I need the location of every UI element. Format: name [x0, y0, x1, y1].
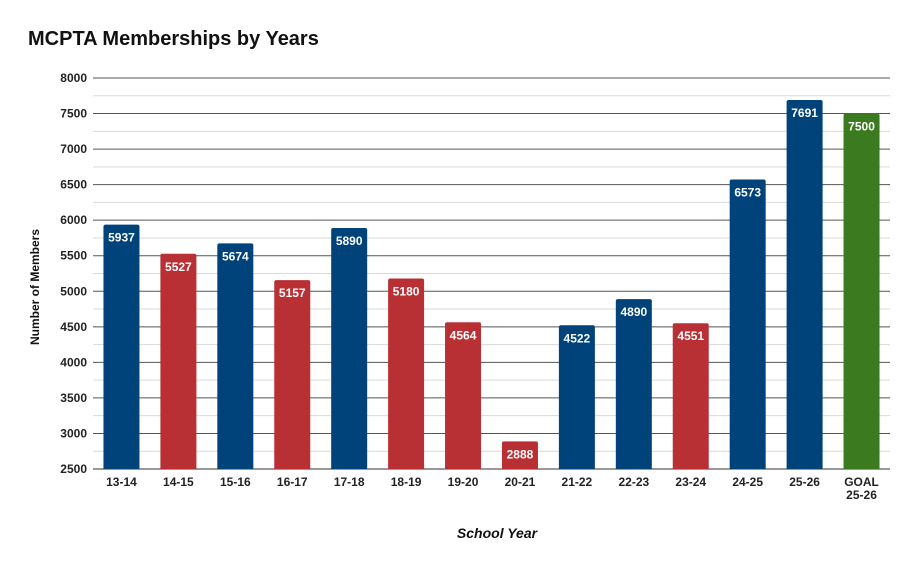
x-tick-label: 14-15 — [163, 475, 194, 489]
y-axis-ticks: 2500 3000 3500 4000 4500 5000 5500 6000 6500 7000… — [60, 71, 87, 476]
y-tick-label: 6000 — [60, 213, 87, 227]
bar — [558, 325, 595, 469]
bar — [103, 224, 140, 469]
bar — [843, 113, 880, 469]
y-tick-label: 7000 — [60, 142, 87, 156]
bar — [729, 179, 766, 470]
bar-value-label: 5674 — [222, 249, 249, 263]
x-tick-label: 23-24 — [675, 475, 706, 489]
bar — [274, 280, 311, 469]
bar-value-label: 4522 — [564, 331, 591, 345]
chart-title: MCPTA Memberships by Years — [28, 28, 319, 50]
x-tick-label: 20-21 — [505, 475, 536, 489]
bar — [331, 228, 368, 469]
bar — [672, 323, 709, 469]
bar-value-label: 4551 — [677, 329, 704, 343]
bar-value-label: 5890 — [336, 234, 363, 248]
bar — [160, 253, 197, 469]
y-tick-label: 4500 — [60, 320, 87, 334]
x-tick-label: 25-26 — [789, 475, 820, 489]
x-tick-label: 19-20 — [448, 475, 479, 489]
bar-value-label: 4564 — [450, 328, 477, 342]
x-axis-ticks: 13-14 14-15 15-16 16-17 17-18 18-19 19-20 20-21… — [106, 475, 879, 502]
bar — [786, 99, 823, 469]
y-tick-label: 7500 — [60, 107, 87, 121]
bar — [217, 243, 254, 469]
bar-value-label: 2888 — [507, 447, 534, 461]
x-tick-label: 18-19 — [391, 475, 422, 489]
y-tick-label: 5000 — [60, 284, 87, 298]
bars: 5937 5527 5674 5157 5890 5180 4564 2888 4522 4890… — [103, 99, 880, 470]
bar-value-label: 7691 — [791, 106, 818, 120]
x-axis-title: School Year — [457, 525, 539, 541]
y-tick-label: 4000 — [60, 355, 87, 369]
x-tick-label: 16-17 — [277, 475, 308, 489]
bar-value-label: 5157 — [279, 286, 306, 300]
bar-value-label: 4890 — [620, 305, 647, 319]
y-tick-label: 5500 — [60, 249, 87, 263]
x-tick-label: 24-25 — [732, 475, 763, 489]
x-tick-label: 15-16 — [220, 475, 251, 489]
y-tick-label: 3000 — [60, 426, 87, 440]
y-tick-label: 2500 — [60, 462, 87, 476]
bar — [501, 441, 538, 469]
bar-value-label: 5937 — [108, 231, 135, 245]
bar-value-label: 5180 — [393, 284, 420, 298]
bar — [615, 299, 652, 469]
bar — [388, 278, 425, 469]
x-tick-label: 17-18 — [334, 475, 365, 489]
y-tick-label: 8000 — [60, 71, 87, 85]
bar — [445, 322, 482, 469]
bar-value-label: 5527 — [165, 260, 192, 274]
gridlines — [93, 77, 890, 470]
bar-value-label: 6573 — [734, 185, 761, 199]
x-tick-label: 13-14 — [106, 475, 137, 489]
bar-value-label: 7500 — [848, 120, 875, 134]
y-tick-label: 3500 — [60, 391, 87, 405]
x-tick-label: GOAL 25-26 — [844, 475, 879, 502]
y-axis-title: Number of Members — [28, 229, 42, 345]
x-tick-label: 22-23 — [618, 475, 649, 489]
y-tick-label: 6500 — [60, 178, 87, 192]
x-tick-label: 21-22 — [562, 475, 593, 489]
